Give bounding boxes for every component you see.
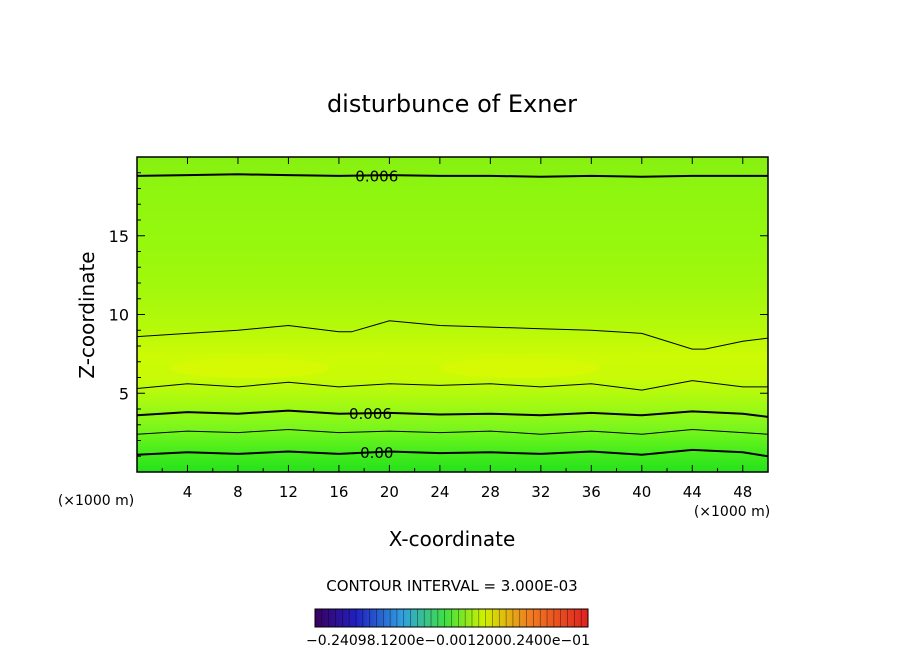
contour-line [137,380,768,391]
contour-line [137,173,768,178]
x-tick-label: 48 [733,483,752,501]
x-tick-label: 32 [531,483,550,501]
contour-line [137,448,768,458]
x-tick-label: 44 [683,483,702,501]
contour-labels: 0.00 0.006 0.006 [349,167,398,462]
x-tick-label: 4 [183,483,193,501]
y-tick-label: 15 [109,227,129,246]
contour-field [137,157,768,472]
y-tick-label: 5 [119,384,129,403]
x-tick-label: 36 [582,483,601,501]
contour-lines [137,173,768,458]
x-axis-label: X-coordinate [389,527,516,551]
chart-title: disturbunce of Exner [327,90,577,118]
contour-line [137,428,768,435]
contour-line [137,409,768,418]
colorbar-stripes [321,609,582,627]
field-highlight-right [440,358,600,378]
x-tick-label: 8 [233,483,243,501]
x-tick-labels: 4 8 12 16 20 24 28 32 36 40 44 48 [183,483,753,501]
contour-line [137,320,768,350]
plot-area: 0.00 0.006 0.006 [136,156,769,473]
y-tick-label: 10 [109,306,129,325]
x-tick-label: 24 [430,483,449,501]
contour-label: 0.006 [355,167,398,185]
y-axis-label: Z-coordinate [75,251,99,378]
x-tick-label: 12 [279,483,298,501]
contour-label: 0.006 [349,405,392,423]
field-highlight-left [170,358,330,378]
x-tick-label: 40 [632,483,651,501]
x-unit-label-right: (×1000 m) [694,504,770,520]
x-tick-label: 28 [481,483,500,501]
y-tick-labels: 5 10 15 [109,227,129,404]
contour-label: 0.00 [360,444,393,462]
x-tick-label: 16 [329,483,348,501]
x-unit-label-left: (×1000 m) [58,493,134,509]
axis-ticks [137,157,768,472]
x-tick-label: 20 [380,483,399,501]
contour-interval: CONTOUR INTERVAL = 3.000E-03 [326,577,577,595]
colorbar-tick-labels: −0.24098.1200e−0.0012000.2400e−01 [306,633,590,649]
colorbar [314,608,589,628]
